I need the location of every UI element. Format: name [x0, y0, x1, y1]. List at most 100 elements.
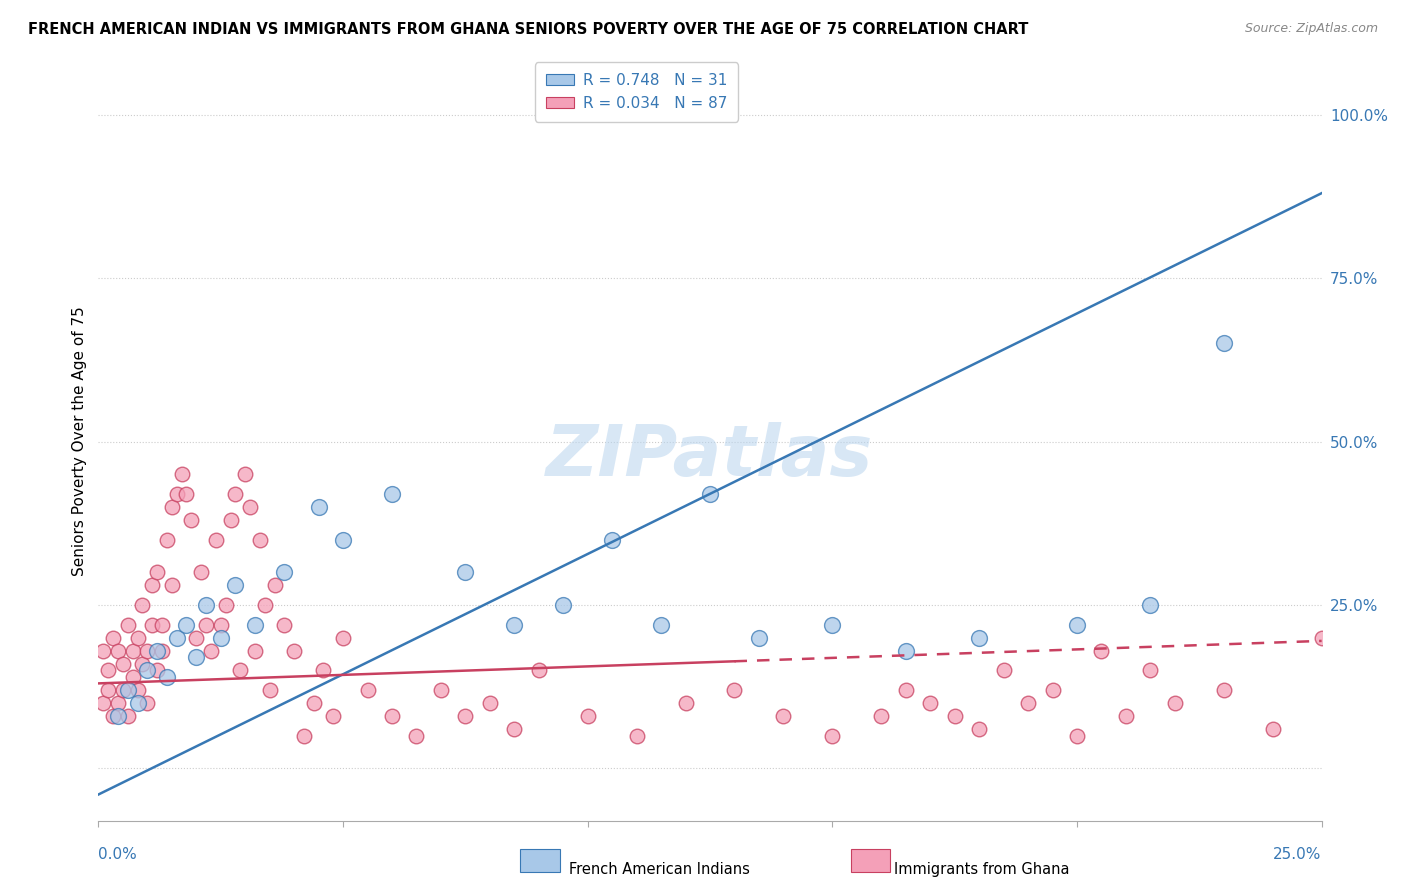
Point [136, 643, 159, 657]
Point [263, 578, 285, 592]
Point [141, 617, 163, 632]
Point [214, 598, 236, 612]
Point [312, 663, 335, 677]
Point [553, 598, 575, 612]
Point [160, 578, 183, 592]
Point [1310, 631, 1333, 645]
Point [381, 709, 404, 723]
Point [302, 696, 325, 710]
Point [127, 682, 149, 697]
Point [121, 670, 143, 684]
Point [91, 643, 114, 657]
Point [141, 578, 163, 592]
Point [1212, 336, 1234, 351]
Point [283, 643, 305, 657]
Point [131, 657, 153, 671]
Point [381, 487, 404, 501]
Point [503, 722, 526, 736]
Text: French American Indians: French American Indians [569, 863, 751, 878]
Point [356, 682, 378, 697]
Point [111, 657, 134, 671]
Point [527, 663, 550, 677]
Point [117, 709, 139, 723]
Point [176, 487, 198, 501]
Point [723, 682, 745, 697]
Point [146, 663, 169, 677]
Point [136, 663, 159, 677]
Point [273, 566, 295, 580]
Point [322, 709, 344, 723]
Point [156, 670, 179, 684]
Point [772, 709, 794, 723]
Text: FRENCH AMERICAN INDIAN VS IMMIGRANTS FROM GHANA SENIORS POVERTY OVER THE AGE OF : FRENCH AMERICAN INDIAN VS IMMIGRANTS FRO… [28, 22, 1029, 37]
Point [600, 533, 623, 547]
Point [1164, 696, 1187, 710]
Point [180, 513, 202, 527]
FancyBboxPatch shape [520, 849, 560, 872]
Point [195, 598, 218, 612]
Point [430, 682, 453, 697]
Point [243, 617, 266, 632]
Point [253, 598, 276, 612]
Point [176, 617, 198, 632]
Point [156, 533, 179, 547]
Point [650, 617, 672, 632]
Point [170, 467, 193, 482]
Text: Source: ZipAtlas.com: Source: ZipAtlas.com [1244, 22, 1378, 36]
Point [993, 663, 1015, 677]
Point [97, 682, 120, 697]
Point [239, 500, 262, 514]
Point [224, 578, 246, 592]
Point [97, 663, 120, 677]
Point [127, 631, 149, 645]
Point [894, 682, 917, 697]
Point [332, 631, 354, 645]
Point [405, 729, 427, 743]
Point [332, 533, 354, 547]
Point [1139, 598, 1161, 612]
Text: 0.0%: 0.0% [98, 847, 138, 862]
Text: Immigrants from Ghana: Immigrants from Ghana [894, 863, 1069, 878]
Point [1017, 696, 1039, 710]
Point [821, 729, 844, 743]
Point [1066, 617, 1088, 632]
Point [117, 617, 139, 632]
Point [943, 709, 966, 723]
Point [967, 722, 990, 736]
Point [748, 631, 770, 645]
Point [205, 533, 228, 547]
Text: 25.0%: 25.0% [1274, 847, 1322, 862]
Point [209, 631, 232, 645]
Point [219, 513, 242, 527]
Point [186, 631, 208, 645]
Y-axis label: Seniors Poverty Over the Age of 75: Seniors Poverty Over the Age of 75 [72, 307, 87, 576]
Point [166, 487, 188, 501]
Point [894, 643, 917, 657]
Point [1115, 709, 1137, 723]
Point [150, 643, 173, 657]
Point [699, 487, 721, 501]
Point [146, 566, 169, 580]
Point [626, 729, 648, 743]
Point [478, 696, 501, 710]
Point [292, 729, 315, 743]
Point [224, 487, 246, 501]
Legend: R = 0.748   N = 31, R = 0.034   N = 87: R = 0.748 N = 31, R = 0.034 N = 87 [536, 62, 738, 121]
Point [111, 682, 134, 697]
Point [166, 631, 188, 645]
Point [1261, 722, 1284, 736]
Point [186, 650, 208, 665]
Point [1066, 729, 1088, 743]
Point [249, 533, 271, 547]
Point [200, 643, 222, 657]
Point [107, 709, 129, 723]
Point [121, 643, 143, 657]
Point [273, 617, 295, 632]
Point [243, 643, 266, 657]
Point [101, 631, 124, 645]
Point [454, 709, 477, 723]
Point [150, 617, 173, 632]
Point [870, 709, 893, 723]
Point [967, 631, 990, 645]
FancyBboxPatch shape [851, 849, 890, 872]
